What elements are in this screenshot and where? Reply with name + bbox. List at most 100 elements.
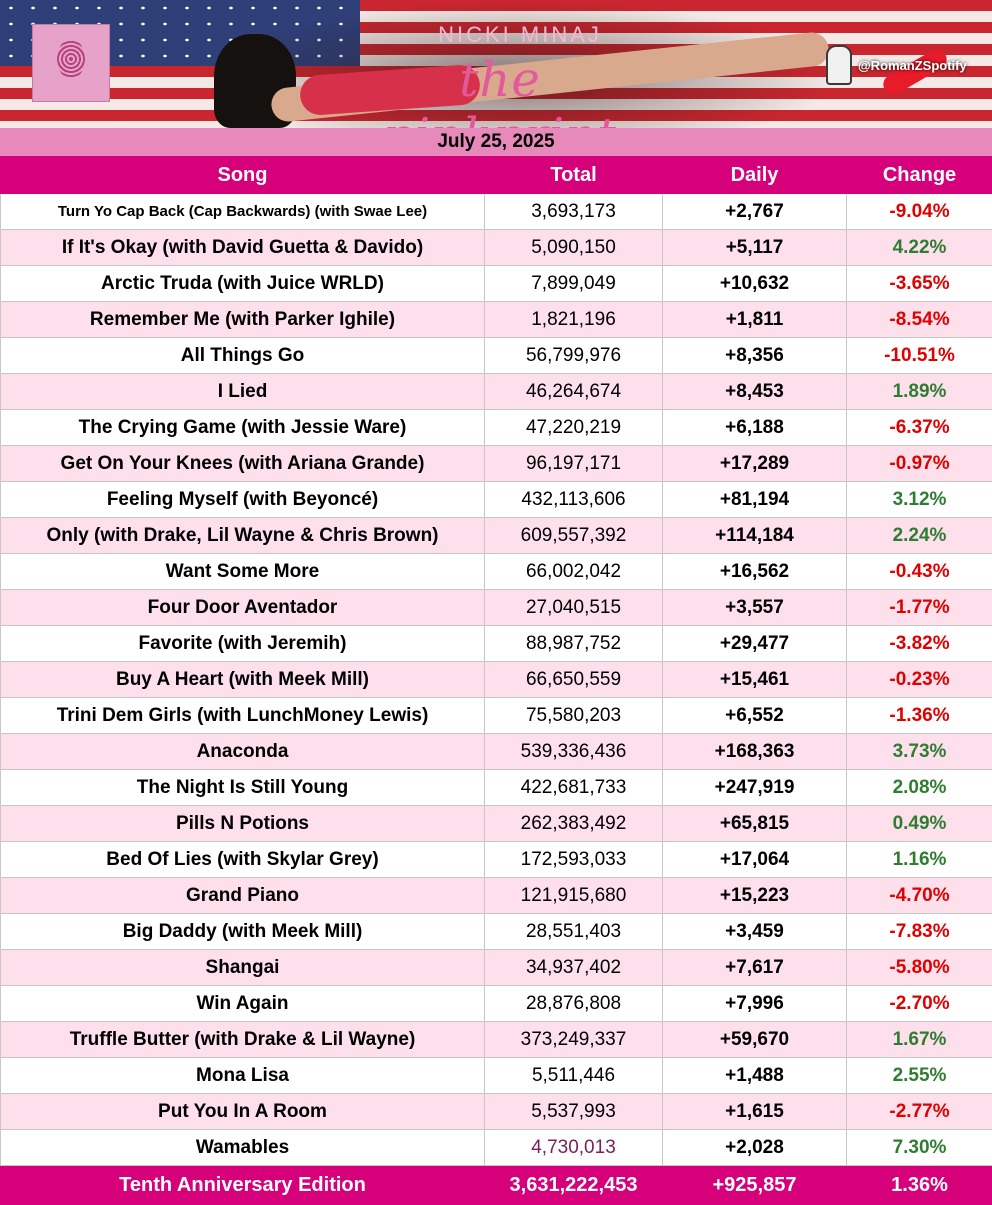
total-cell: 262,383,492: [485, 806, 663, 842]
change-cell: -3.82%: [847, 626, 992, 662]
daily-cell: +6,552: [663, 698, 847, 734]
daily-cell: +2,028: [663, 1130, 847, 1166]
total-cell: 46,264,674: [485, 374, 663, 410]
song-cell: Truffle Butter (with Drake & Lil Wayne): [1, 1022, 485, 1058]
album-banner: NICKI MINAJ the pinkprint @RomanZSpotify: [0, 0, 992, 128]
table-header-row: Song Total Daily Change: [1, 157, 992, 194]
daily-cell: +17,064: [663, 842, 847, 878]
change-cell: -6.37%: [847, 410, 992, 446]
table-row: If It's Okay (with David Guetta & Davido…: [1, 230, 992, 266]
total-cell: 3,693,173: [485, 194, 663, 230]
album-cover: [32, 24, 110, 102]
change-cell: -9.04%: [847, 194, 992, 230]
table-row: Arctic Truda (with Juice WRLD)7,899,049+…: [1, 266, 992, 302]
table-row: Favorite (with Jeremih)88,987,752+29,477…: [1, 626, 992, 662]
daily-cell: +6,188: [663, 410, 847, 446]
column-header-song: Song: [1, 157, 485, 194]
song-cell: Buy A Heart (with Meek Mill): [1, 662, 485, 698]
change-cell: 2.24%: [847, 518, 992, 554]
footer-change: 1.36%: [847, 1166, 992, 1205]
daily-cell: +7,996: [663, 986, 847, 1022]
total-cell: 56,799,976: [485, 338, 663, 374]
song-cell: Want Some More: [1, 554, 485, 590]
daily-cell: +17,289: [663, 446, 847, 482]
change-cell: -2.77%: [847, 1094, 992, 1130]
song-cell: Trini Dem Girls (with LunchMoney Lewis): [1, 698, 485, 734]
change-cell: 4.22%: [847, 230, 992, 266]
song-cell: Remember Me (with Parker Ighile): [1, 302, 485, 338]
table-row: Bed Of Lies (with Skylar Grey)172,593,03…: [1, 842, 992, 878]
table-row: The Crying Game (with Jessie Ware)47,220…: [1, 410, 992, 446]
daily-cell: +15,461: [663, 662, 847, 698]
change-cell: -1.36%: [847, 698, 992, 734]
total-cell: 96,197,171: [485, 446, 663, 482]
change-cell: -10.51%: [847, 338, 992, 374]
song-cell: Turn Yo Cap Back (Cap Backwards) (with S…: [1, 194, 485, 230]
streams-table: Song Total Daily Change Turn Yo Cap Back…: [0, 156, 992, 1205]
total-cell: 432,113,606: [485, 482, 663, 518]
daily-cell: +3,557: [663, 590, 847, 626]
song-cell: If It's Okay (with David Guetta & Davido…: [1, 230, 485, 266]
change-cell: -7.83%: [847, 914, 992, 950]
daily-cell: +168,363: [663, 734, 847, 770]
song-cell: Put You In A Room: [1, 1094, 485, 1130]
table-row: Big Daddy (with Meek Mill)28,551,403+3,4…: [1, 914, 992, 950]
total-cell: 66,002,042: [485, 554, 663, 590]
change-cell: -5.80%: [847, 950, 992, 986]
total-cell: 609,557,392: [485, 518, 663, 554]
change-cell: -8.54%: [847, 302, 992, 338]
daily-cell: +247,919: [663, 770, 847, 806]
change-cell: -0.23%: [847, 662, 992, 698]
handle-text: @RomanZSpotify: [858, 58, 967, 73]
total-cell: 28,551,403: [485, 914, 663, 950]
total-cell: 7,899,049: [485, 266, 663, 302]
column-header-change: Change: [847, 157, 992, 194]
date-bar: July 25, 2025: [0, 128, 992, 156]
change-cell: 0.49%: [847, 806, 992, 842]
total-cell: 5,511,446: [485, 1058, 663, 1094]
song-cell: Wamables: [1, 1130, 485, 1166]
profile-icon: [826, 45, 852, 85]
table-row: Truffle Butter (with Drake & Lil Wayne)3…: [1, 1022, 992, 1058]
daily-cell: +65,815: [663, 806, 847, 842]
song-cell: The Night Is Still Young: [1, 770, 485, 806]
change-cell: -3.65%: [847, 266, 992, 302]
daily-cell: +7,617: [663, 950, 847, 986]
column-header-daily: Daily: [663, 157, 847, 194]
song-cell: Arctic Truda (with Juice WRLD): [1, 266, 485, 302]
song-cell: Feeling Myself (with Beyoncé): [1, 482, 485, 518]
total-cell: 66,650,559: [485, 662, 663, 698]
daily-cell: +1,615: [663, 1094, 847, 1130]
song-cell: Win Again: [1, 986, 485, 1022]
song-cell: Bed Of Lies (with Skylar Grey): [1, 842, 485, 878]
change-cell: 1.89%: [847, 374, 992, 410]
song-cell: Anaconda: [1, 734, 485, 770]
change-cell: 3.73%: [847, 734, 992, 770]
table-row: Buy A Heart (with Meek Mill)66,650,559+1…: [1, 662, 992, 698]
total-cell: 88,987,752: [485, 626, 663, 662]
total-cell: 75,580,203: [485, 698, 663, 734]
song-cell: Get On Your Knees (with Ariana Grande): [1, 446, 485, 482]
change-cell: 2.55%: [847, 1058, 992, 1094]
table-row: Remember Me (with Parker Ighile)1,821,19…: [1, 302, 992, 338]
daily-cell: +3,459: [663, 914, 847, 950]
daily-cell: +15,223: [663, 878, 847, 914]
album-title: the pinkprint: [345, 52, 655, 128]
total-cell: 5,537,993: [485, 1094, 663, 1130]
table-row: Get On Your Knees (with Ariana Grande)96…: [1, 446, 992, 482]
total-cell: 172,593,033: [485, 842, 663, 878]
artist-name: NICKI MINAJ: [420, 22, 620, 48]
column-header-total: Total: [485, 157, 663, 194]
total-cell: 4,730,013: [485, 1130, 663, 1166]
song-cell: Four Door Aventador: [1, 590, 485, 626]
song-cell: Pills N Potions: [1, 806, 485, 842]
fingerprint-icon: [57, 39, 85, 79]
daily-cell: +114,184: [663, 518, 847, 554]
